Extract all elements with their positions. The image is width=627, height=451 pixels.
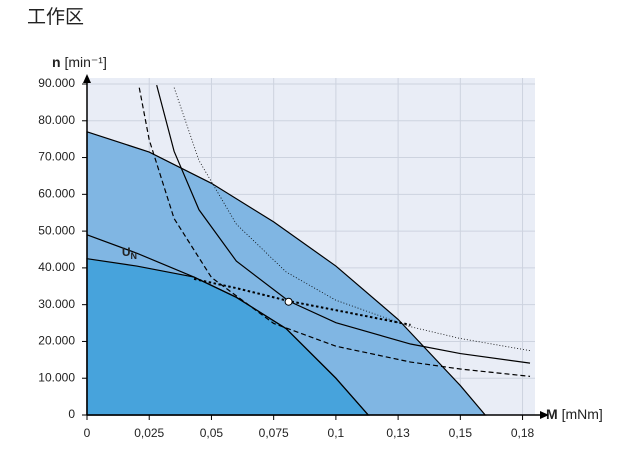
x-label: M [mNm] [546,406,603,422]
y-label: n [min⁻¹] [52,54,107,70]
annotation-sub: N [131,252,138,262]
x-axis-arrow [540,411,549,419]
x-tick-label: 0 [84,426,91,440]
y-label-unit: [min⁻¹] [64,54,106,70]
y-tick-label: 70.000 [38,150,75,164]
y-tick-label: 60.000 [38,187,75,201]
x-tick-label: 0,075 [259,426,289,440]
annotation: UN [122,245,137,261]
x-tick-label: 0,025 [134,426,164,440]
curve [86,234,369,416]
annotation-text: U [122,245,131,259]
x-label-unit: [mNm] [562,406,603,422]
y-tick-label: 80.000 [38,113,75,127]
x-tick-label: 0,13 [386,426,410,440]
curve [138,87,531,377]
y-tick-label: 50.000 [38,223,75,237]
x-tick-label: 0,05 [200,426,224,440]
x-label-symbol: M [546,406,558,422]
y-tick-label: 0 [68,407,75,421]
x-tick-label: 0,1 [328,426,345,440]
y-axis-arrow [83,74,91,83]
y-tick-label: 90.000 [38,76,75,90]
y-tick-label: 10.000 [38,370,75,384]
operating-point [284,297,293,306]
y-tick-label: 30.000 [38,297,75,311]
y-tick-label: 40.000 [38,260,75,274]
x-tick-label: 0,18 [511,426,535,440]
chart-title: 工作区 [27,6,84,28]
y-label-symbol: n [52,54,61,70]
x-tick-label: 0,15 [449,426,473,440]
y-tick-label: 20.000 [38,334,75,348]
